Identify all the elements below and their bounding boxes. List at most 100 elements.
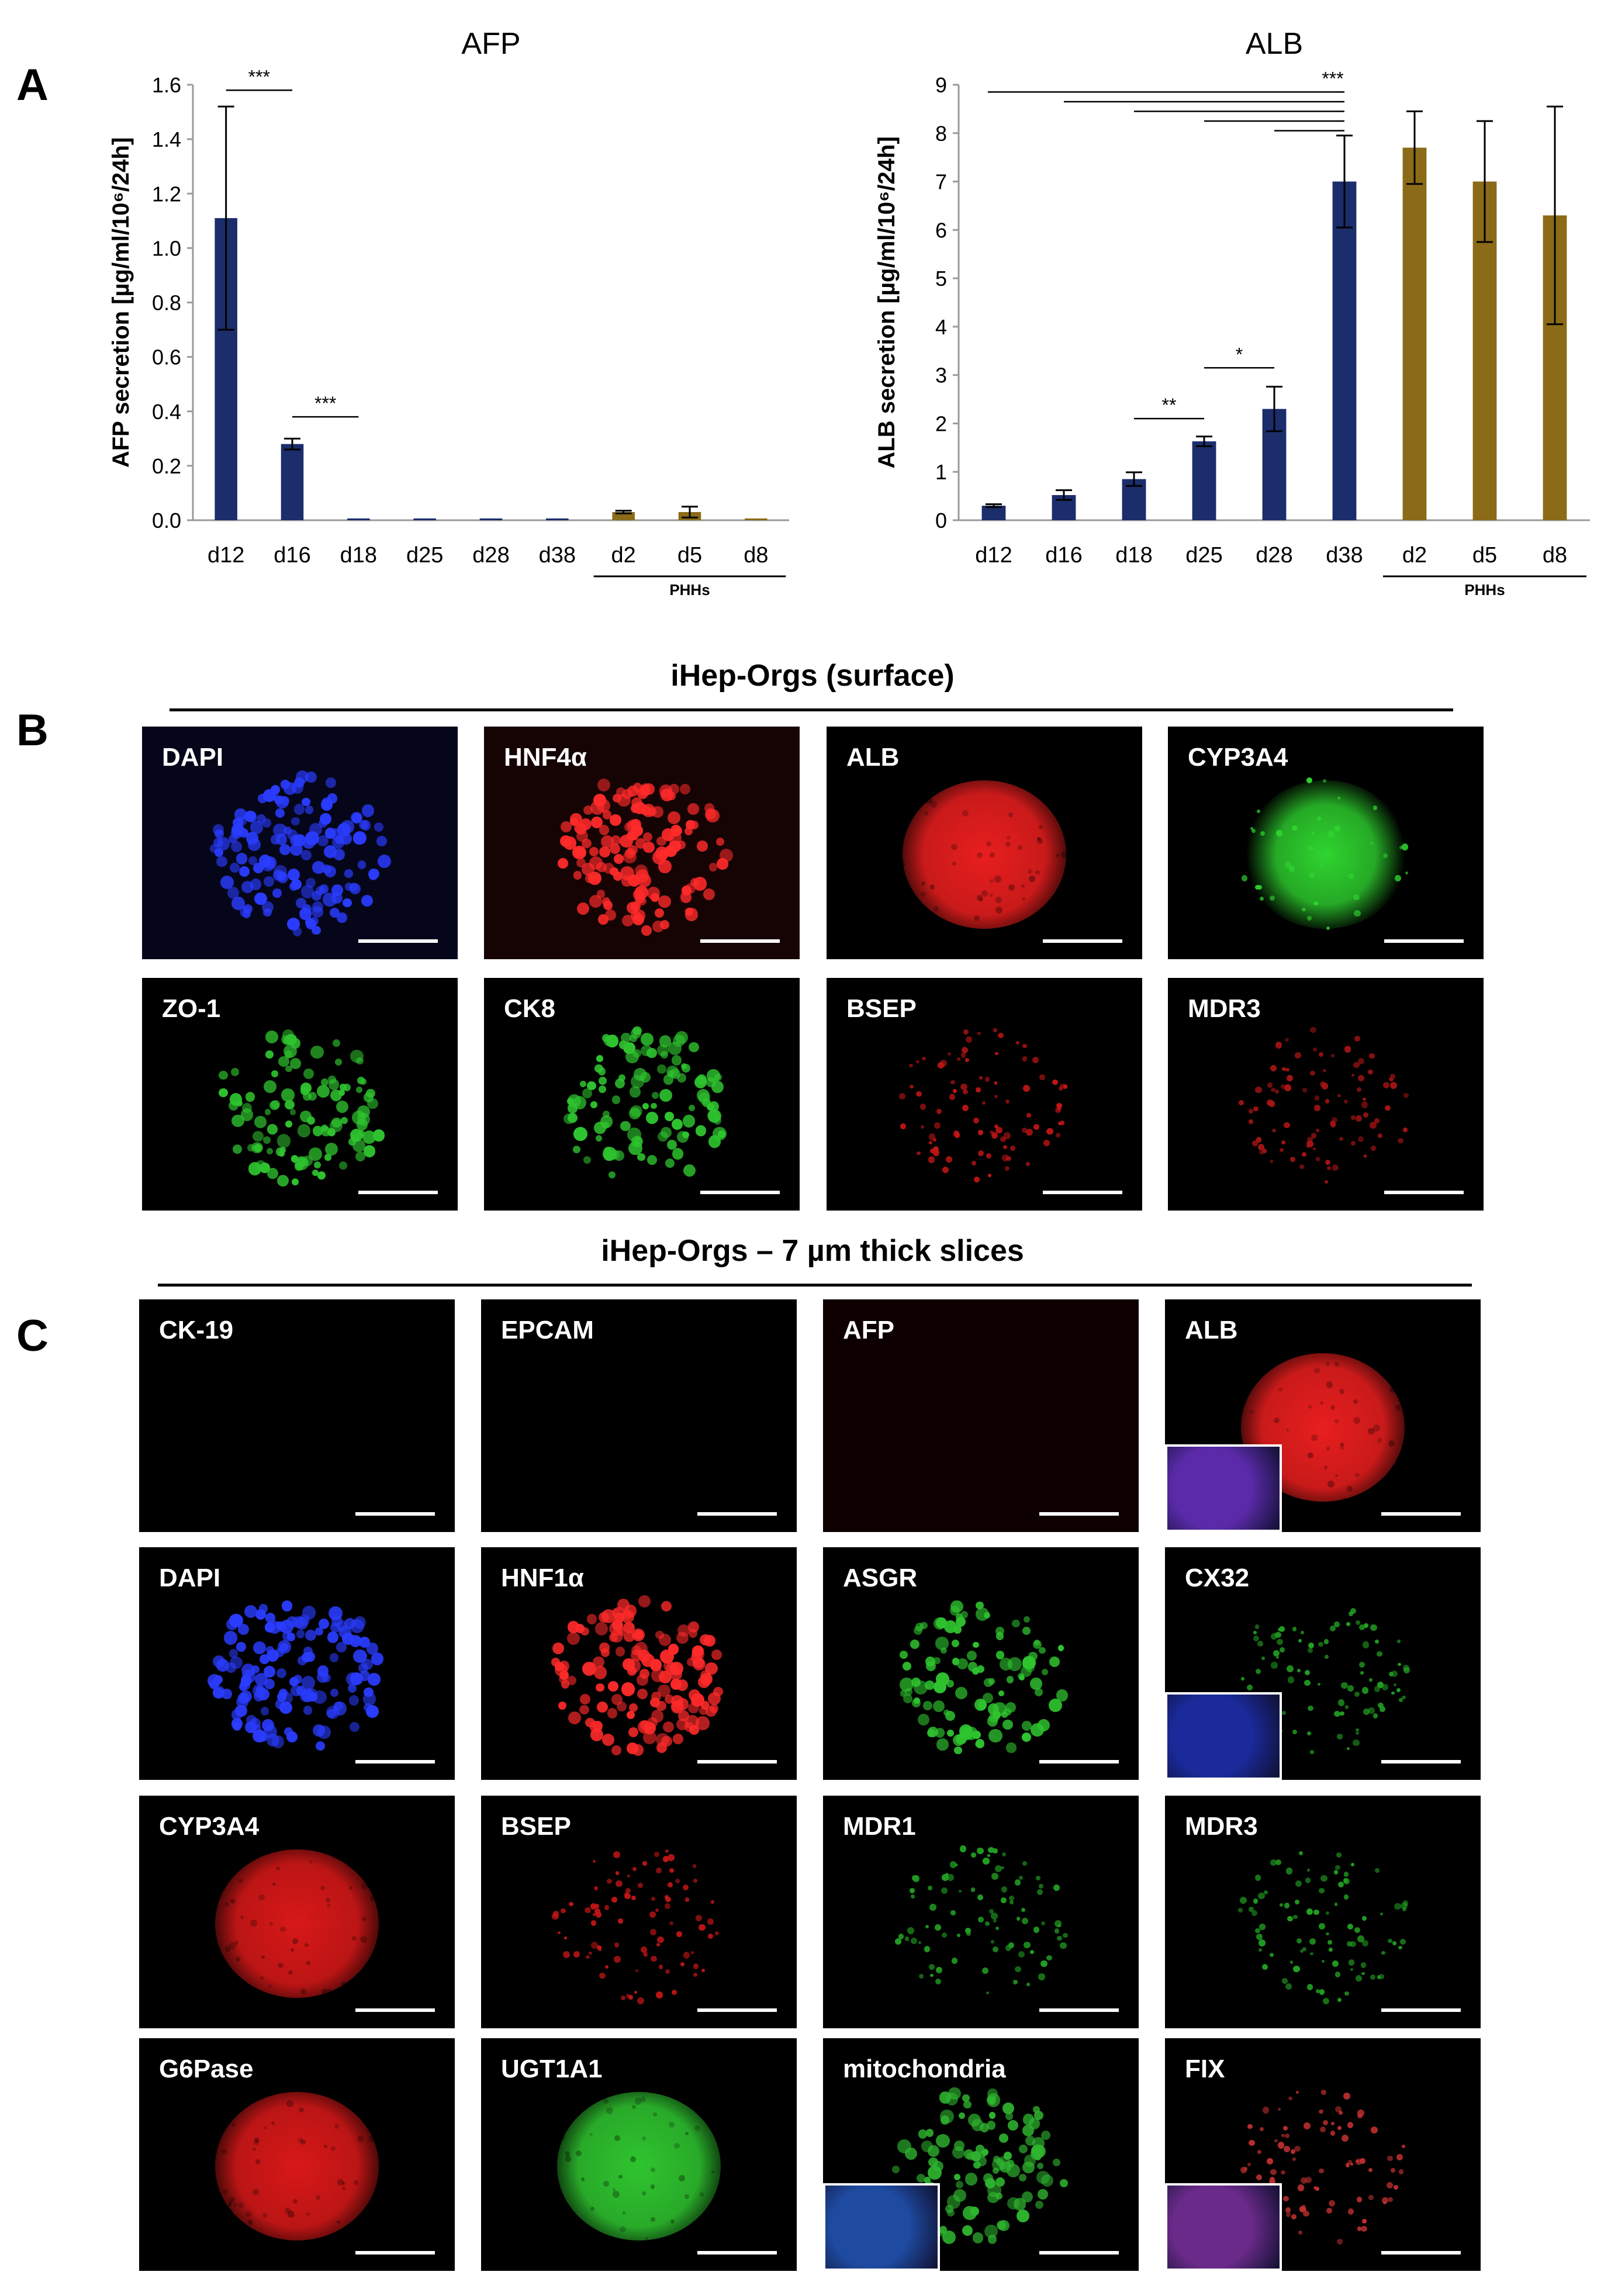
fluorescent-spot [910,1938,917,1945]
fluorescent-spot [1372,805,1378,810]
fluorescent-spot [1343,1878,1350,1884]
fluorescent-spot [1368,1707,1375,1714]
fluorescent-spot [642,832,653,842]
x-tick-label: d28 [472,543,509,568]
fluorescent-spot [1022,897,1026,901]
fluorescent-spot [1403,1092,1409,1098]
fluorescent-spot [948,1052,952,1056]
fluorescent-spot [899,1092,906,1099]
fluorescent-spot [231,896,245,911]
fluorescent-spot [1307,1452,1314,1459]
fluorescent-spot [611,1095,621,1104]
fluorescent-spot [264,2126,267,2130]
fluorescent-spot [1371,1145,1377,1151]
fluorescent-spot [1320,1081,1326,1087]
fluorescent-spot [1286,1074,1293,1081]
fluorescent-spot [1269,895,1275,901]
fluorescent-spot [983,1612,991,1619]
fluorescent-spot [1285,1868,1293,1875]
fluorescent-spot [1394,874,1401,881]
fluorescent-spot [1396,2154,1403,2161]
fluorescent-spot [332,1039,340,1047]
fluorescent-spot [972,2119,984,2131]
fluorescent-spot [293,1675,303,1684]
fluorescent-spot [988,2112,996,2119]
fluorescent-spot [311,906,323,918]
scale-bar [1039,2251,1119,2254]
fluorescent-spot [362,1692,376,1706]
fluorescent-spot [1018,2173,1027,2181]
fluorescent-spot [987,2235,997,2245]
fluorescent-spot [671,1989,677,1995]
fluorescent-spot [1026,1113,1031,1118]
fluorescent-spot [632,1867,637,1871]
fluorescent-spot [1355,1620,1360,1626]
fluorescent-spot [993,1848,998,1854]
fluorescent-spot [962,1046,969,1053]
fluorescent-spot [300,1988,306,1994]
bar [479,518,503,520]
fluorescent-spot [1319,1923,1326,1930]
fluorescent-spot [596,1945,601,1950]
fluorescent-spot [1002,1719,1013,1730]
fluorescent-spot [994,876,1002,883]
fluorescent-spot [1306,1869,1310,1872]
fluorescent-spot [711,2170,715,2174]
fluorescent-spot [1248,1119,1254,1125]
fluorescent-spot [1002,1154,1009,1161]
fluorescent-spot [1388,1440,1395,1447]
fluorescent-spot [984,1077,990,1082]
fluorescent-spot [651,1102,657,1109]
fluorescent-spot [232,1144,243,1154]
fluorescent-spot [668,811,681,825]
fluorescent-spot [1351,1141,1356,1146]
fluorescent-spot [1346,1621,1351,1627]
fluorescent-spot [688,1621,700,1633]
marker-label: HNF4α [504,743,587,772]
fluorescent-spot [227,887,240,899]
fluorescent-spot [304,1943,309,1947]
fluorescent-spot [1377,1682,1384,1688]
fluorescent-spot [288,2210,295,2218]
fluorescent-spot [631,797,643,808]
stained-organoid [1243,780,1408,929]
fluorescent-spot [966,1931,971,1937]
fluorescent-spot [945,1710,956,1721]
fluorescent-spot [1022,1043,1027,1049]
fluorescent-spot [1388,2197,1393,2202]
fluorescent-spot [662,1856,669,1862]
fluorescent-spot [317,1665,329,1677]
fluorescent-spot [990,1130,994,1135]
fluorescent-spot [986,775,992,782]
fluorescent-spot [643,842,655,853]
fluorescent-spot [952,2146,964,2159]
fluorescent-spot [264,1679,275,1690]
fluorescent-spot [268,1620,281,1634]
fluorescent-spot [1030,1678,1043,1690]
fluorescent-spot [1318,1683,1321,1686]
fluorescent-spot [1291,2214,1297,2220]
fluorescent-spot [589,847,599,856]
scale-bar [697,2251,777,2254]
fluorescent-spot [560,2136,565,2141]
x-tick-label: d25 [406,543,443,568]
fluorescent-spot [309,1147,322,1161]
fluorescent-spot [291,817,300,826]
fluorescent-spot [1022,2161,1035,2174]
fluorescent-spot [1304,1679,1311,1686]
fluorescent-spot [266,1850,271,1855]
y-tick-label: 1.4 [152,127,181,151]
fluorescent-spot [1049,1698,1063,1712]
fluorescent-spot [939,2226,948,2234]
fluorescent-spot [340,1084,347,1091]
bar [281,444,304,520]
fluorescent-spot [336,1642,347,1652]
fluorescent-spot [1253,1635,1259,1641]
fluorescent-spot [1241,1677,1244,1680]
fluorescent-spot [306,1961,310,1965]
fluorescent-spot [583,805,593,815]
micrograph-mdr3: MDR3 [1168,978,1484,1211]
fluorescent-spot [706,1077,716,1087]
fluorescent-spot [928,1156,935,1163]
fluorescent-spot [309,1860,313,1863]
